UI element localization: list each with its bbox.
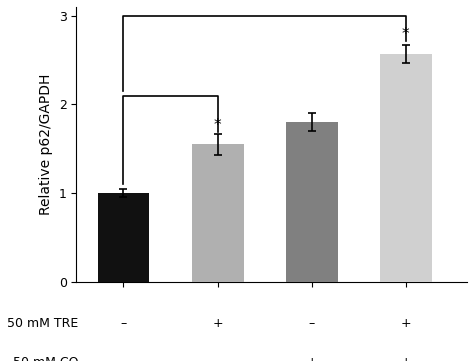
Text: +: + (212, 317, 223, 330)
Y-axis label: Relative p62/GAPDH: Relative p62/GAPDH (39, 74, 53, 215)
Text: +: + (306, 356, 317, 361)
Text: –: – (120, 356, 127, 361)
Bar (98, 193, 149, 282)
Text: *: * (214, 118, 221, 133)
Text: 50 mM TRE: 50 mM TRE (7, 317, 78, 330)
Text: –: – (120, 317, 127, 330)
Bar (191, 144, 244, 282)
Text: *: * (402, 27, 410, 42)
Text: +: + (401, 317, 411, 330)
Bar (380, 54, 432, 282)
Text: +: + (401, 356, 411, 361)
Text: –: – (309, 317, 315, 330)
Text: –: – (215, 356, 221, 361)
Bar (286, 122, 337, 282)
Text: 50 mM CQ: 50 mM CQ (13, 356, 78, 361)
